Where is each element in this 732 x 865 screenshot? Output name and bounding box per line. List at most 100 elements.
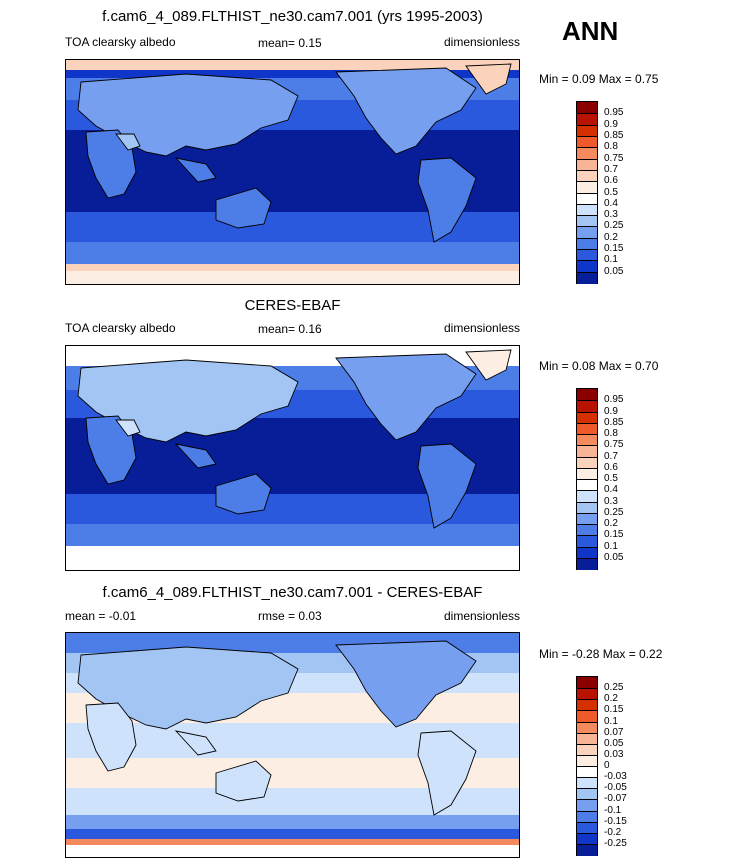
colorbar-swatch (577, 557, 597, 570)
colorbar-tick-label: 0.85 (604, 129, 624, 141)
colorbar-tick-label: 0.1 (604, 715, 618, 727)
panel-1-map (65, 59, 520, 285)
colorbar-tick (577, 260, 597, 262)
colorbar-tick (577, 710, 597, 712)
colorbar-tick (577, 501, 597, 503)
colorbar-tick-label: 0.5 (604, 186, 618, 198)
colorbar-tick (577, 445, 597, 447)
colorbar-tick-label: 0.25 (604, 220, 624, 232)
colorbar-tick-label: 0.9 (604, 405, 618, 417)
colorbar-tick-label: 0.9 (604, 118, 618, 130)
panel-2-map-svg (66, 346, 519, 570)
colorbar-swatch (577, 743, 597, 756)
season-label: ANN (562, 16, 619, 46)
colorbar-tick (577, 422, 597, 424)
colorbar-swatch (577, 732, 597, 745)
colorbar-swatch (577, 102, 597, 114)
colorbar-tick-label: 0.4 (604, 197, 618, 209)
colorbar-swatch (577, 192, 597, 205)
colorbar-swatch (577, 788, 597, 800)
colorbar-tick-label: 0.3 (604, 495, 618, 507)
colorbar-swatch (577, 422, 597, 435)
colorbar-tick-label: 0.2 (604, 231, 618, 243)
colorbar-tick-label: 0.25 (604, 506, 624, 518)
colorbar-tick-label: 0.8 (604, 141, 618, 153)
colorbar-tick-label: -0.15 (604, 815, 627, 827)
panel-1-minmax: Min = 0.09 Max = 0.75 (539, 72, 659, 86)
colorbar-tick-label: 0.05 (604, 737, 624, 749)
colorbar-tick (577, 754, 597, 756)
panel-1-units: dimensionless (444, 35, 521, 49)
colorbar-tick-label: 0.6 (604, 175, 618, 187)
colorbar-swatch (577, 445, 597, 457)
colorbar-tick (577, 479, 597, 480)
panel-1-colorbar (576, 101, 598, 284)
colorbar-swatch (577, 524, 597, 536)
colorbar-tick (577, 557, 597, 559)
colorbar-tick-label: 0.5 (604, 473, 618, 484)
colorbar-swatch (577, 260, 597, 273)
colorbar-swatch (577, 147, 597, 160)
colorbar-swatch (577, 777, 597, 789)
colorbar-tick-label: 0.4 (604, 484, 618, 496)
colorbar-swatch (577, 203, 597, 216)
colorbar-tick (577, 135, 597, 137)
colorbar-tick-label: 0.15 (604, 243, 624, 255)
colorbar-swatch (577, 271, 597, 284)
colorbar-swatch (577, 490, 597, 502)
colorbar-tick-label: 0 (604, 760, 610, 771)
colorbar-swatch (577, 512, 597, 525)
colorbar-tick (577, 810, 597, 812)
colorbar-tick-label: 0.7 (604, 450, 618, 462)
colorbar-tick-label: 0.07 (604, 726, 624, 738)
colorbar-tick (577, 215, 597, 217)
panel-3-units: dimensionless (444, 609, 521, 623)
panel-3-minmax: Min = -0.28 Max = 0.22 (539, 647, 663, 661)
colorbar-swatch (577, 721, 597, 734)
colorbar-tick (577, 788, 597, 790)
colorbar-tick-label: 0.15 (604, 704, 624, 716)
colorbar-tick-label: 0.3 (604, 209, 618, 221)
panel-3-mean: mean = -0.01 (65, 609, 137, 623)
colorbar-tick-label: 0.85 (604, 416, 624, 428)
colorbar-tick-label: 0.15 (604, 529, 624, 541)
colorbar-tick (577, 169, 597, 171)
panel-1-mean: mean= 0.15 (258, 36, 322, 50)
colorbar-tick (577, 434, 597, 435)
colorbar-tick-label: -0.07 (604, 793, 627, 805)
colorbar-tick (577, 124, 597, 126)
colorbar-swatch (577, 226, 597, 239)
colorbar-tick-label: 0.6 (604, 461, 618, 473)
colorbar-swatch (577, 124, 597, 137)
panel-2-map (65, 345, 520, 571)
colorbar-tick (577, 158, 597, 160)
colorbar-tick-label: -0.03 (604, 771, 627, 783)
panel-3-rmse: rmse = 0.03 (258, 609, 322, 623)
colorbar-tick (577, 237, 597, 239)
panel-2-mean: mean= 0.16 (258, 322, 322, 336)
colorbar-tick (577, 400, 597, 402)
colorbar-tick (577, 821, 597, 823)
colorbar-swatch (577, 411, 597, 424)
colorbar-swatch (577, 501, 597, 514)
colorbar-swatch (577, 832, 597, 845)
colorbar-tick (577, 181, 597, 183)
colorbar-tick (577, 524, 597, 525)
panel-1-map-svg (66, 60, 519, 284)
colorbar-swatch (577, 479, 597, 491)
colorbar-tick-label: 0.03 (604, 748, 624, 760)
colorbar-swatch (577, 169, 597, 182)
colorbar-swatch (577, 456, 597, 469)
colorbar-tick (577, 766, 597, 767)
colorbar-tick-label: 0.05 (604, 265, 624, 277)
colorbar-swatch (577, 754, 597, 767)
colorbar-tick (577, 467, 597, 469)
colorbar-swatch (577, 843, 597, 856)
colorbar-swatch (577, 546, 597, 559)
colorbar-tick (577, 777, 597, 779)
colorbar-swatch (577, 766, 597, 778)
colorbar-swatch (577, 688, 597, 700)
colorbar-swatch (577, 799, 597, 811)
colorbar-swatch (577, 389, 597, 401)
colorbar-tick-label: 0.05 (604, 551, 624, 563)
